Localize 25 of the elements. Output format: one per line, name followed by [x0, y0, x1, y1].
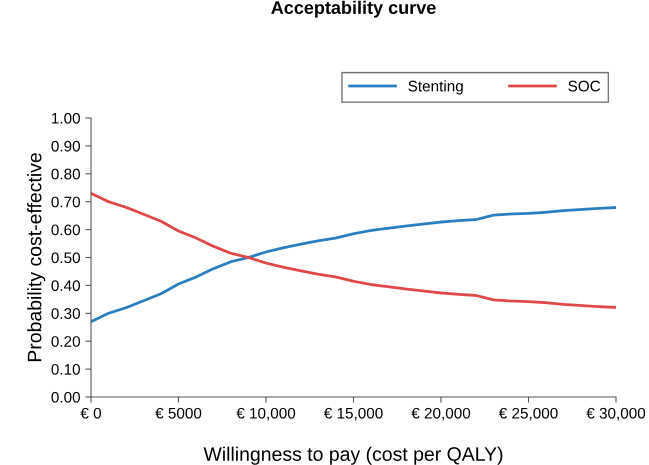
- y-tick-label: 0.40: [51, 280, 80, 292]
- x-tick-label: € 10,000: [236, 408, 296, 420]
- x-tick-label: € 20,000: [411, 408, 470, 420]
- y-tick-label: 0.00: [51, 392, 80, 403]
- y-tick-label: 1.00: [52, 112, 80, 124]
- y-tick-label: 0.10: [51, 364, 80, 375]
- y-axis-title: Probability cost-effective: [27, 153, 46, 362]
- y-tick-label: 0.50: [51, 252, 80, 264]
- chart-title: Acceptability curve: [271, 0, 436, 18]
- y-tick-label: 0.20: [51, 336, 80, 347]
- y-tick-label: 0.30: [51, 308, 80, 319]
- legend-label: SOC: [568, 80, 600, 92]
- line-series: [91, 192, 616, 309]
- x-tick-label: € 30,000: [586, 408, 646, 420]
- x-axis-title: Willingness to pay (cost per QALY): [204, 446, 502, 465]
- legend-label: Stenting: [408, 80, 463, 95]
- y-tick-label: 0.70: [51, 196, 80, 208]
- y-tick-label: 0.80: [51, 168, 80, 180]
- y-tick-label: 0.60: [51, 224, 80, 236]
- x-tick-label: € 5000: [155, 408, 202, 419]
- x-tick-label: € 25,000: [498, 408, 558, 420]
- y-tick-label: 0.90: [51, 140, 80, 152]
- x-tick-label: € 0: [80, 408, 102, 419]
- x-tick-label: € 15,000: [324, 408, 383, 420]
- line-series: [91, 206, 616, 324]
